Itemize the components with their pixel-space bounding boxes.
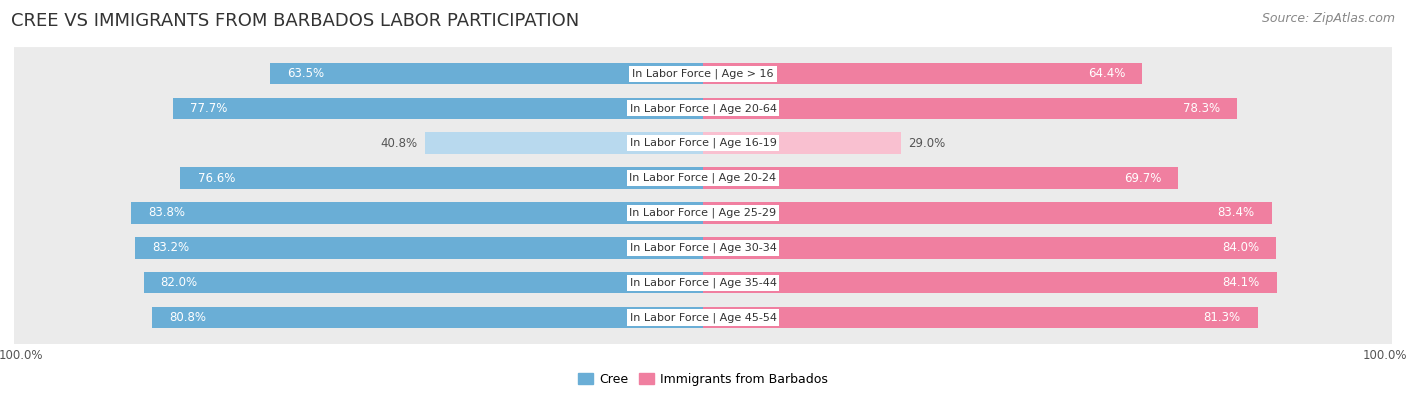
Bar xyxy=(131,202,703,224)
Text: 82.0%: 82.0% xyxy=(160,276,198,289)
Text: 81.3%: 81.3% xyxy=(1204,311,1240,324)
Text: 63.5%: 63.5% xyxy=(287,67,323,80)
Text: 69.7%: 69.7% xyxy=(1123,171,1161,184)
Bar xyxy=(270,63,703,85)
Text: 83.8%: 83.8% xyxy=(149,207,186,220)
Bar xyxy=(143,272,703,293)
Text: In Labor Force | Age > 16: In Labor Force | Age > 16 xyxy=(633,68,773,79)
FancyBboxPatch shape xyxy=(13,256,1393,309)
Bar xyxy=(703,167,1178,189)
Bar xyxy=(425,132,703,154)
Bar xyxy=(135,237,703,259)
Bar xyxy=(703,237,1277,259)
Text: In Labor Force | Age 30-34: In Labor Force | Age 30-34 xyxy=(630,243,776,253)
FancyBboxPatch shape xyxy=(13,186,1393,239)
Text: In Labor Force | Age 25-29: In Labor Force | Age 25-29 xyxy=(630,208,776,218)
FancyBboxPatch shape xyxy=(13,47,1393,100)
Text: 76.6%: 76.6% xyxy=(198,171,235,184)
Text: In Labor Force | Age 20-24: In Labor Force | Age 20-24 xyxy=(630,173,776,183)
Text: 78.3%: 78.3% xyxy=(1182,102,1220,115)
Text: CREE VS IMMIGRANTS FROM BARBADOS LABOR PARTICIPATION: CREE VS IMMIGRANTS FROM BARBADOS LABOR P… xyxy=(11,12,579,30)
Text: 64.4%: 64.4% xyxy=(1088,67,1125,80)
Text: Source: ZipAtlas.com: Source: ZipAtlas.com xyxy=(1261,12,1395,25)
Bar xyxy=(703,98,1237,119)
FancyBboxPatch shape xyxy=(13,291,1393,344)
FancyBboxPatch shape xyxy=(13,152,1393,205)
Text: 29.0%: 29.0% xyxy=(908,137,945,150)
Bar xyxy=(180,167,703,189)
Bar xyxy=(703,132,901,154)
FancyBboxPatch shape xyxy=(13,117,1393,170)
Text: 77.7%: 77.7% xyxy=(190,102,228,115)
Text: 80.8%: 80.8% xyxy=(169,311,205,324)
Text: 83.2%: 83.2% xyxy=(152,241,190,254)
Bar xyxy=(703,272,1277,293)
Text: 84.0%: 84.0% xyxy=(1222,241,1258,254)
Text: 83.4%: 83.4% xyxy=(1218,207,1254,220)
Text: In Labor Force | Age 35-44: In Labor Force | Age 35-44 xyxy=(630,277,776,288)
Text: 84.1%: 84.1% xyxy=(1222,276,1260,289)
Bar xyxy=(703,202,1272,224)
FancyBboxPatch shape xyxy=(13,82,1393,135)
Text: In Labor Force | Age 45-54: In Labor Force | Age 45-54 xyxy=(630,312,776,323)
Text: In Labor Force | Age 16-19: In Labor Force | Age 16-19 xyxy=(630,138,776,149)
Bar xyxy=(152,307,703,328)
Bar xyxy=(703,307,1257,328)
Text: In Labor Force | Age 20-64: In Labor Force | Age 20-64 xyxy=(630,103,776,114)
Legend: Cree, Immigrants from Barbados: Cree, Immigrants from Barbados xyxy=(574,368,832,391)
Bar xyxy=(703,63,1142,85)
FancyBboxPatch shape xyxy=(13,221,1393,274)
Bar xyxy=(173,98,703,119)
Text: 40.8%: 40.8% xyxy=(381,137,418,150)
